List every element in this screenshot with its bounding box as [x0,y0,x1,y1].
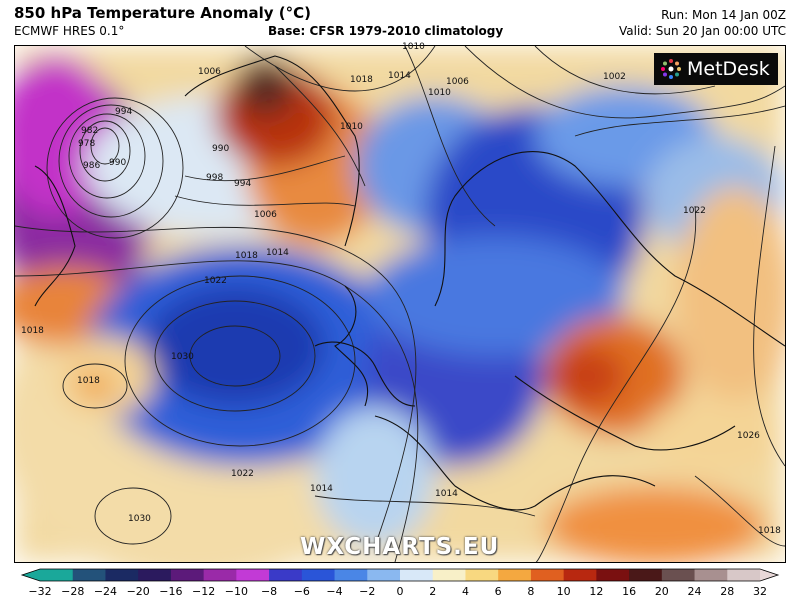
isobar-label: 1010 [402,42,425,52]
anomaly-map [0,45,795,586]
isobar-label: 1006 [198,67,221,77]
colorbar [20,568,780,582]
coastlines [34,55,786,511]
colorbar-segment [596,569,630,581]
colorbar-segment [269,569,303,581]
isobar-label: 1002 [603,72,626,82]
colorbar-segment [236,569,270,581]
colorbar-tick-label: 4 [461,585,469,598]
isobar-label: 1006 [254,210,277,220]
isobar-label: 1018 [758,526,781,536]
colorbar-tick-label: −8 [260,585,278,598]
isobar-label: 1022 [683,206,706,216]
isobar-label: 1018 [21,326,44,336]
colorbar-tick-label: 12 [589,585,604,598]
colorbar-outline [20,568,780,582]
isobar-label: 978 [78,139,96,149]
map-svg [0,45,795,586]
isobar-label: 1014 [435,489,458,499]
isobar-label: 994 [115,107,133,117]
isobar-label: 1014 [388,71,411,81]
colorbar-tick-label: −2 [359,585,376,598]
metdesk-logo-text: MetDesk [687,58,770,80]
metdesk-logo: MetDesk [654,53,778,85]
colorbar-tick-label: −12 [192,585,216,598]
isobar-label: 986 [83,161,101,171]
colorbar-tick-label: −4 [326,585,343,598]
colorbar-segment [105,569,139,581]
colorbar-segment [367,569,401,581]
colorbar-segment [629,569,663,581]
colorbar-tick-label: −10 [224,585,248,598]
model-label: ECMWF HRES 0.1° [14,24,125,38]
colorbar-segment [530,569,565,581]
isobar-label: 1022 [204,276,227,286]
colorbar-tick-label: 6 [494,585,502,598]
isobar-label: 982 [81,126,99,136]
valid-time-label: Valid: Sun 20 Jan 00:00 UTC [619,24,786,38]
colorbar-segment [301,569,336,581]
colorbar-segment [498,569,532,581]
isobar-label: 1026 [737,431,760,441]
colorbar-segment [72,569,106,581]
colorbar-tick-label: 24 [687,585,702,598]
climatology-base-label: Base: CFSR 1979-2010 climatology [268,24,504,38]
colorbar-tick-label: 16 [622,585,637,598]
colorbar-tick-label: 28 [720,585,735,598]
colorbar-segment [563,569,597,581]
isobar-lines [14,45,786,564]
colorbar-segment [727,569,761,581]
colorbar-segment [203,569,237,581]
isobar-label: 990 [109,158,127,168]
isobar-label: 994 [234,179,252,189]
colorbar-tick-label: 8 [527,585,535,598]
isobar-label: 1018 [235,251,258,261]
wxcharts-watermark: WXCHARTS.EU [300,534,500,560]
colorbar-tick-label: 20 [654,585,669,598]
colorbar-tick-label: −24 [93,585,118,598]
colorbar-tick-label: 32 [753,585,767,598]
metdesk-logo-icon [661,59,681,79]
colorbar-tick-label: 10 [556,585,571,598]
isobar-label: 1018 [350,75,373,85]
isobar-label: 990 [212,144,230,154]
colorbar-tick-label: −16 [159,585,183,598]
isobar-label: 1014 [310,484,333,494]
colorbar-segment [170,569,205,581]
colorbar-segment [40,569,74,581]
colorbar-tick-label: 0 [396,585,404,598]
temperature-anomaly-field [0,46,795,586]
colorbar-tick-label: 2 [429,585,437,598]
colorbar-segment [138,569,172,581]
colorbar-tick-label: −20 [126,585,150,598]
isobar-label: 1010 [428,88,451,98]
colorbar-segment [465,569,499,581]
isobar-label: 1010 [340,122,363,132]
colorbar-min-arrow [22,569,40,581]
colorbar-segment [432,569,466,581]
run-time-label: Run: Mon 14 Jan 00Z [661,8,786,22]
colorbar-tick-label: −32 [28,585,52,598]
colorbar-max-arrow [760,569,778,581]
colorbar-segment [661,569,696,581]
isobar-label: 1030 [128,514,151,524]
colorbar-segment [334,569,368,581]
isobar-label: 1014 [266,248,289,258]
isobar-label: 1030 [171,352,194,362]
isobar-label: 1006 [446,77,469,87]
colorbar-tick-label: −6 [293,585,310,598]
isobar-label: 998 [206,173,224,183]
colorbar-segment [400,569,434,581]
colorbar-segment [694,569,728,581]
isobar-label: 1022 [231,469,254,479]
colorbar-tick-label: −28 [61,585,85,598]
isobar-label: 1018 [77,376,100,386]
chart-title: 850 hPa Temperature Anomaly (°C) [14,4,311,22]
